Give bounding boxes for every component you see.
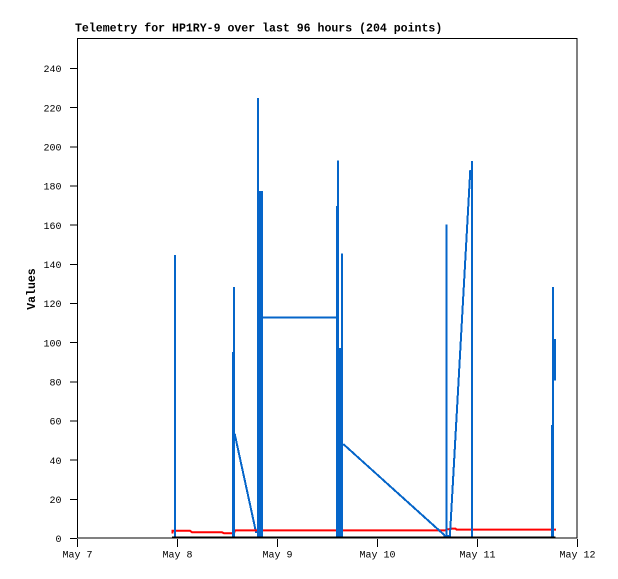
svg-text:180: 180 — [43, 183, 61, 194]
svg-text:80: 80 — [49, 378, 61, 389]
svg-text:240: 240 — [43, 65, 61, 76]
svg-text:May 10: May 10 — [359, 551, 395, 562]
svg-text:Values: Values — [26, 268, 39, 310]
svg-text:May 7: May 7 — [62, 551, 92, 562]
svg-text:60: 60 — [49, 418, 61, 429]
svg-text:140: 140 — [43, 261, 61, 272]
svg-text:May 9: May 9 — [262, 551, 292, 562]
svg-text:120: 120 — [43, 300, 61, 311]
svg-text:160: 160 — [43, 222, 61, 233]
svg-text:100: 100 — [43, 339, 61, 350]
svg-text:220: 220 — [43, 104, 61, 115]
svg-text:200: 200 — [43, 143, 61, 154]
svg-text:Telemetry for HP1RY-9 over las: Telemetry for HP1RY-9 over last 96 hours… — [75, 23, 442, 36]
svg-text:May 11: May 11 — [459, 551, 495, 562]
svg-text:40: 40 — [49, 457, 61, 468]
svg-text:20: 20 — [49, 496, 61, 507]
svg-text:May 8: May 8 — [162, 551, 192, 562]
svg-text:May 12: May 12 — [559, 551, 595, 562]
svg-text:0: 0 — [55, 535, 61, 546]
